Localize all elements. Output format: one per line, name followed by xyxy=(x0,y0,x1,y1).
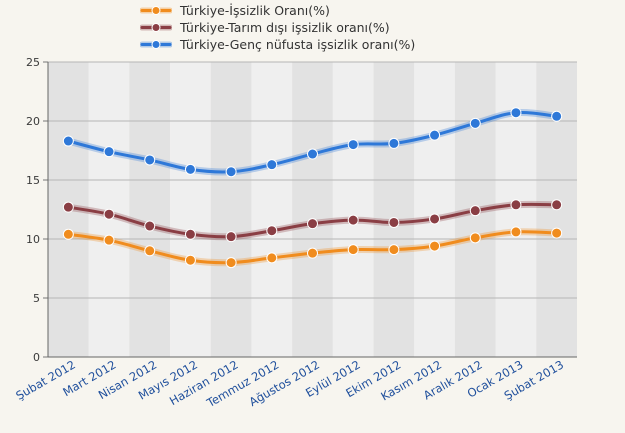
data-point xyxy=(429,129,441,141)
data-point xyxy=(510,107,522,119)
legend-label: Türkiye-İşsizlik Oranı(%) xyxy=(180,3,330,18)
data-point xyxy=(103,234,115,246)
data-point xyxy=(184,228,196,240)
data-point xyxy=(144,245,156,257)
plot-band xyxy=(414,62,455,357)
data-point xyxy=(266,252,278,264)
data-point xyxy=(62,135,74,147)
plot-band xyxy=(210,62,252,357)
data-point xyxy=(307,218,318,230)
data-point xyxy=(551,199,563,211)
data-point xyxy=(62,228,74,240)
legend-label: Türkiye-Genç nüfusta işsizlik oranı(%) xyxy=(180,37,416,52)
series-3 xyxy=(62,107,563,178)
plot-band xyxy=(373,62,415,357)
legend: Türkiye-İşsizlik Oranı(%) Türkiye-Tarım d… xyxy=(140,2,415,53)
data-point xyxy=(266,225,278,237)
y-tick-label: 15 xyxy=(26,174,40,187)
legend-item: Türkiye-İşsizlik Oranı(%) xyxy=(140,2,415,19)
legend-swatch xyxy=(140,6,172,15)
y-tick-label: 20 xyxy=(26,115,40,128)
data-point xyxy=(225,257,237,269)
data-point xyxy=(184,254,196,266)
y-tick-label: 0 xyxy=(33,351,40,364)
data-point xyxy=(469,232,481,244)
data-point xyxy=(347,244,359,256)
data-point xyxy=(225,166,237,178)
y-tick-label: 25 xyxy=(26,56,40,69)
plot-band xyxy=(170,62,211,357)
data-point xyxy=(551,110,563,122)
legend-item: Türkiye-Genç nüfusta işsizlik oranı(%) xyxy=(140,36,415,53)
data-point xyxy=(469,205,481,217)
data-point xyxy=(184,163,196,175)
data-point xyxy=(144,220,156,232)
data-point xyxy=(510,199,522,211)
data-point xyxy=(266,159,278,171)
data-point xyxy=(551,227,563,239)
series-1 xyxy=(62,226,563,269)
data-point xyxy=(388,244,400,256)
data-point xyxy=(388,137,400,149)
data-point xyxy=(225,231,237,243)
legend-swatch xyxy=(140,23,172,32)
plot-band xyxy=(129,62,171,357)
data-point xyxy=(144,154,156,166)
plot-band xyxy=(292,62,333,357)
legend-label: Türkiye-Tarım dışı işsizlik oranı(%) xyxy=(180,20,390,35)
y-tick-label: 10 xyxy=(26,233,40,246)
series-2 xyxy=(62,199,563,243)
data-point xyxy=(62,201,74,213)
legend-item: Türkiye-Tarım dışı işsizlik oranı(%) xyxy=(140,19,415,36)
data-point xyxy=(347,139,359,151)
data-point xyxy=(429,240,441,252)
data-point xyxy=(347,214,359,226)
data-point xyxy=(510,226,522,238)
data-point xyxy=(469,117,481,129)
data-point xyxy=(103,146,115,158)
data-point xyxy=(103,208,115,220)
plot-band xyxy=(251,62,293,357)
data-point xyxy=(307,247,318,259)
data-point xyxy=(429,213,441,225)
legend-swatch xyxy=(140,40,172,49)
y-tick-label: 5 xyxy=(33,292,40,305)
data-point xyxy=(388,216,400,228)
data-point xyxy=(307,148,318,160)
plot-band xyxy=(332,62,374,357)
